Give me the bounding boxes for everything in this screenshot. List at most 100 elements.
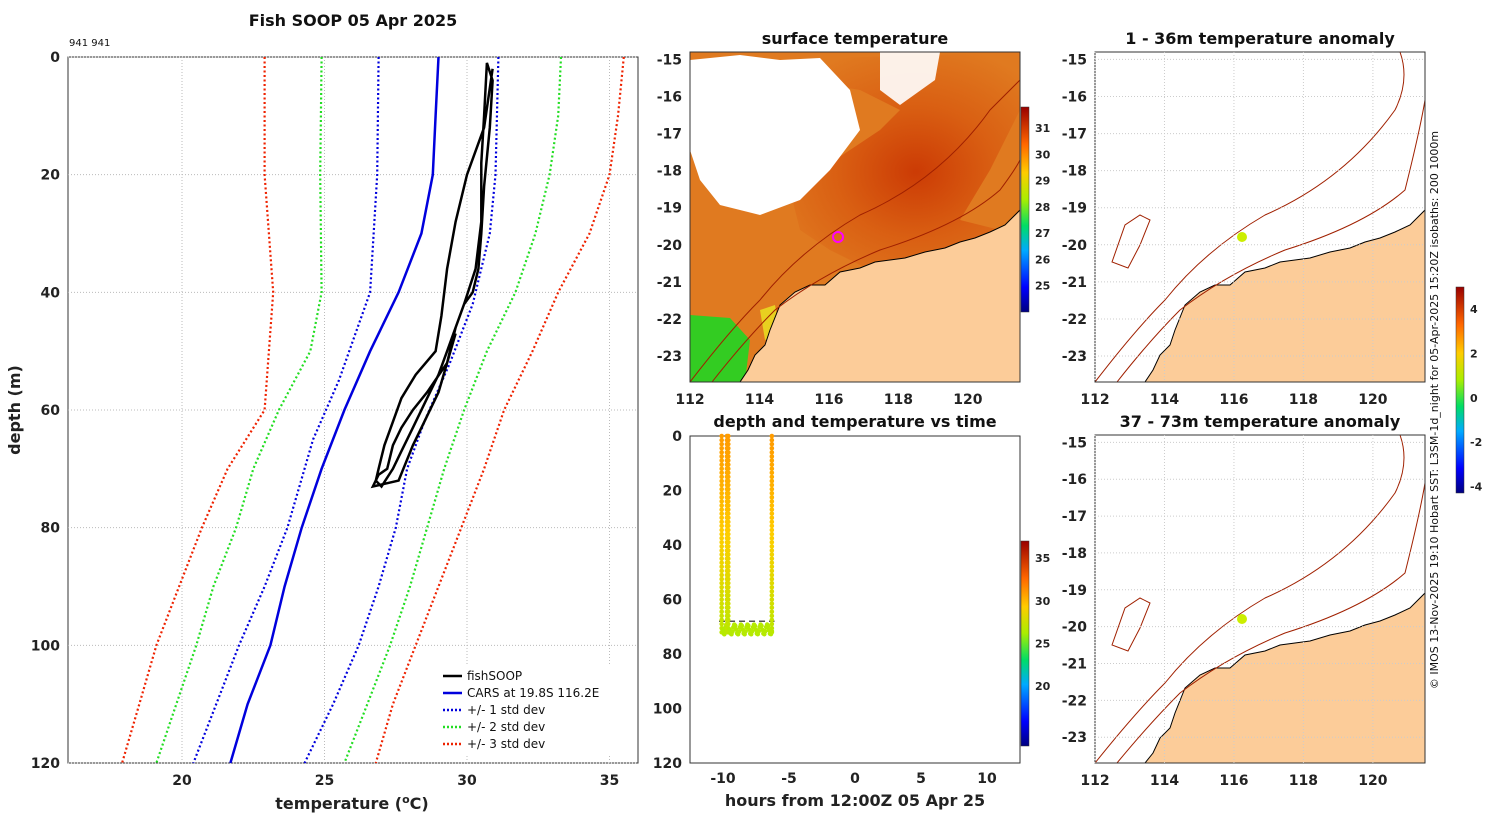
profile-grid	[68, 56, 638, 764]
profile-ytick-label: 40	[41, 285, 61, 301]
anomaly-colorbar	[1455, 286, 1465, 494]
timeseries-point	[719, 499, 724, 504]
timeseries-point	[725, 613, 731, 619]
timeseries-point	[719, 511, 724, 516]
timeseries-point	[769, 519, 775, 525]
sst-cool-southwest	[690, 315, 750, 382]
profile-subtitle: 941 941	[69, 38, 110, 49]
timeseries-point	[769, 560, 775, 566]
map-ytick-label: -15	[657, 52, 682, 68]
timeseries-point	[769, 441, 775, 447]
timeseries-ytick-label: 60	[663, 593, 683, 609]
sst-cloud-mask-north	[880, 52, 940, 105]
timeseries-point	[719, 609, 724, 615]
timeseries-point	[769, 605, 775, 610]
timeseries-point	[719, 621, 724, 627]
anomaly-map-2-isobath-200	[1116, 482, 1425, 763]
timeseries-point	[725, 601, 731, 606]
map-ytick-label: -20	[1062, 238, 1088, 254]
profile-series-fish	[370, 62, 494, 489]
profile-series-cars	[229, 56, 440, 764]
timeseries-point	[719, 605, 724, 610]
timeseries-point	[725, 539, 731, 545]
timeseries-point	[725, 531, 731, 537]
timeseries-point	[719, 482, 724, 488]
timeseries-point	[725, 466, 731, 472]
sst-cast-marker	[832, 231, 844, 243]
profile-ytick-label: 80	[41, 521, 61, 537]
timeseries-point	[719, 572, 724, 578]
timeseries-point	[719, 490, 724, 496]
map-ytick-label: -16	[1062, 472, 1087, 488]
timeseries-point	[719, 564, 724, 570]
map-ytick-label: -22	[1062, 312, 1087, 328]
map-ytick-label: -17	[657, 127, 682, 143]
legend-label-cars: CARS at 19.8S 116.2E	[467, 686, 599, 700]
timeseries-point	[719, 462, 724, 467]
anomaly-map-2-point	[1237, 614, 1247, 624]
legend: fishSOOP CARS at 19.8S 116.2E +/- 1 std …	[436, 664, 621, 756]
timeseries-point	[769, 523, 775, 529]
timeseries-colorbar-tick: 25	[1035, 638, 1050, 651]
anomaly-colorbar-ticks: -4 -2 0 2 4	[1470, 303, 1483, 493]
profile-ytick-label: 20	[41, 168, 61, 184]
sst-map-content	[690, 52, 1020, 382]
profile-xtick-label: 20	[172, 773, 192, 789]
timeseries-point	[769, 584, 775, 590]
timeseries-ytick-label: 20	[663, 484, 683, 500]
timeseries-point	[719, 478, 724, 484]
timeseries-point	[769, 490, 775, 496]
timeseries-point	[765, 623, 771, 629]
timeseries-point	[725, 523, 731, 529]
sst-land	[739, 209, 1020, 382]
profile-series-sd3hi	[374, 56, 625, 764]
sst-map-panel: surface temperature 112 114 116 118 120 -15 -1…	[657, 29, 1051, 408]
profile-ytick-label: 100	[31, 638, 60, 654]
timeseries-panel: depth and temperature vs time -10 -5 0 5 100…	[653, 412, 1051, 810]
anomaly-map-2-panel: 37 - 73m temperature anomaly 112 114 116 11…	[1062, 286, 1483, 789]
map-xtick-label: 118	[1289, 392, 1318, 408]
timeseries-point	[719, 539, 724, 545]
timeseries-point	[719, 454, 724, 459]
map-xtick-label: 120	[1358, 773, 1387, 789]
timeseries-point	[725, 597, 731, 602]
timeseries-point	[719, 580, 724, 586]
profile-xlabel: temperature (oC)	[275, 793, 428, 813]
anomaly-colorbar-tick: 0	[1470, 392, 1478, 405]
timeseries-point	[725, 568, 731, 574]
timeseries-point	[719, 531, 724, 537]
timeseries-point	[769, 556, 775, 561]
anomaly-map-1-content	[1095, 52, 1425, 382]
timeseries-point	[725, 572, 731, 578]
timeseries-point	[719, 503, 724, 508]
timeseries-point	[769, 495, 775, 500]
timeseries-point	[769, 531, 775, 537]
timeseries-point	[725, 450, 731, 455]
timeseries-point	[769, 564, 775, 570]
timeseries-point	[769, 458, 775, 463]
timeseries-point	[769, 482, 775, 488]
timeseries-title: depth and temperature vs time	[713, 412, 996, 431]
timeseries-point	[769, 539, 775, 545]
profile-xtick-label: 25	[315, 773, 334, 789]
anomaly-map-2-land	[1144, 592, 1425, 763]
timeseries-point	[719, 601, 724, 606]
timeseries-point	[725, 576, 731, 582]
timeseries-point	[719, 593, 724, 598]
anomaly-map-2-isobath-1000	[1095, 435, 1405, 763]
anomaly-map-1-plateau	[1111, 214, 1151, 269]
timeseries-point	[725, 482, 731, 488]
timeseries-point	[769, 486, 775, 492]
timeseries-point	[725, 609, 731, 615]
sst-colorbar	[1020, 106, 1030, 313]
profile-ylabel: depth (m)	[5, 365, 24, 455]
profile-series-sd2hi	[343, 56, 563, 764]
map-ytick-label: -21	[1062, 656, 1087, 672]
profile-series-sd1hi	[303, 56, 500, 764]
timeseries-point	[769, 470, 775, 476]
timeseries-point	[769, 548, 775, 553]
timeseries-point	[725, 503, 731, 508]
map-xtick-label: 116	[1219, 392, 1248, 408]
timeseries-point	[749, 629, 755, 634]
timeseries-point	[725, 519, 731, 525]
